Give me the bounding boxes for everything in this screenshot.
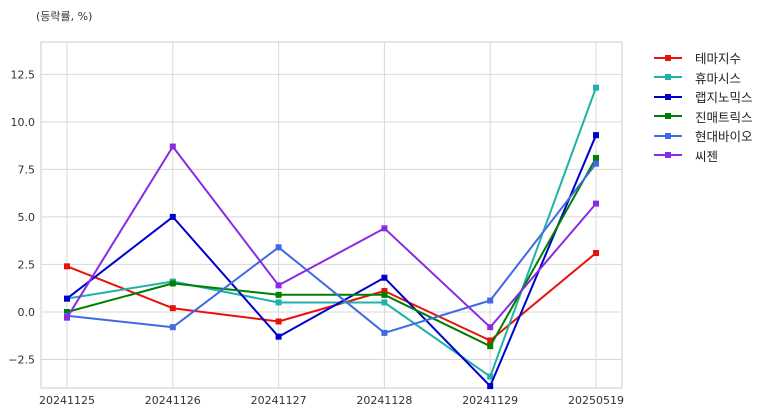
series-group [64, 84, 599, 390]
grid-lines [40, 41, 623, 389]
data-point [593, 250, 599, 257]
data-point [275, 299, 282, 306]
tick-labels: −2.5 0.0 2.5 5.0 7.5 10.0 12.5 20241125 20241126… [8, 68, 624, 407]
legend-item: 랩지노믹스 [652, 87, 753, 107]
data-point [275, 282, 282, 289]
y-tick-label: 7.5 [18, 163, 36, 176]
legend-swatch [652, 149, 684, 161]
y-axis-unit-label: (등락률, %) [36, 10, 93, 23]
legend-swatch [652, 71, 684, 83]
data-point [487, 324, 494, 331]
legend-swatch [652, 110, 684, 122]
data-point [593, 84, 599, 91]
data-point [381, 329, 388, 336]
data-point [381, 291, 388, 298]
data-point [169, 143, 176, 150]
data-point [487, 297, 494, 304]
series-line [66, 87, 597, 378]
y-tick-label: 2.5 [18, 258, 36, 271]
y-tick-label: 12.5 [11, 68, 36, 81]
legend-label: 랩지노믹스 [695, 90, 753, 106]
data-point [381, 299, 388, 306]
legend-item: 진매트릭스 [652, 107, 753, 127]
series-1 [64, 84, 599, 380]
series-line [66, 134, 597, 388]
data-point [64, 314, 70, 321]
series-line [66, 157, 597, 348]
plot-frame [40, 41, 623, 389]
data-point [487, 337, 494, 344]
legend-label: 진매트릭스 [695, 109, 753, 125]
data-point [487, 373, 494, 380]
legend-label: 현대바이오 [695, 129, 753, 145]
y-tick-label: 0.0 [18, 306, 36, 319]
data-point [593, 132, 599, 139]
data-point [593, 154, 599, 161]
y-tick-label: 10.0 [11, 116, 36, 129]
data-point [381, 225, 388, 232]
data-point [275, 333, 282, 340]
x-tick-label: 20250519 [568, 394, 624, 407]
data-point [169, 305, 176, 312]
data-point [64, 308, 70, 315]
legend-label: 씨젠 [695, 148, 719, 164]
series-line [66, 145, 597, 329]
series-5 [64, 143, 599, 331]
data-point [64, 295, 70, 302]
series-3 [64, 154, 599, 350]
data-point [169, 280, 176, 287]
y-tick-label: −2.5 [8, 353, 35, 366]
data-point [381, 274, 388, 281]
data-point [593, 200, 599, 207]
x-tick-label: 20241126 [145, 394, 201, 407]
data-point [487, 343, 494, 350]
series-4 [64, 160, 599, 336]
series-2 [64, 132, 599, 390]
legend-item: 테마지수 [652, 48, 753, 68]
data-point [275, 318, 282, 325]
data-point [64, 263, 70, 270]
legend-item: 현대바이오 [652, 126, 753, 146]
series-line [66, 163, 597, 334]
x-tick-label: 20241127 [251, 394, 307, 407]
x-tick-label: 20241129 [462, 394, 518, 407]
data-point [169, 213, 176, 220]
data-point [381, 288, 388, 295]
data-point [275, 244, 282, 251]
legend-label: 휴마시스 [695, 70, 742, 86]
x-tick-label: 20241128 [356, 394, 412, 407]
legend-item: 휴마시스 [652, 68, 753, 88]
legend-swatch [652, 52, 684, 64]
y-tick-label: 5.0 [18, 211, 36, 224]
data-point [169, 324, 176, 331]
legend-swatch [652, 91, 684, 103]
data-point [593, 160, 599, 167]
legend-swatch [652, 130, 684, 142]
legend-label: 테마지수 [695, 51, 742, 67]
x-tick-label: 20241125 [39, 394, 95, 407]
data-point [275, 291, 282, 298]
legend-item: 씨젠 [652, 146, 753, 166]
data-point [487, 383, 494, 390]
